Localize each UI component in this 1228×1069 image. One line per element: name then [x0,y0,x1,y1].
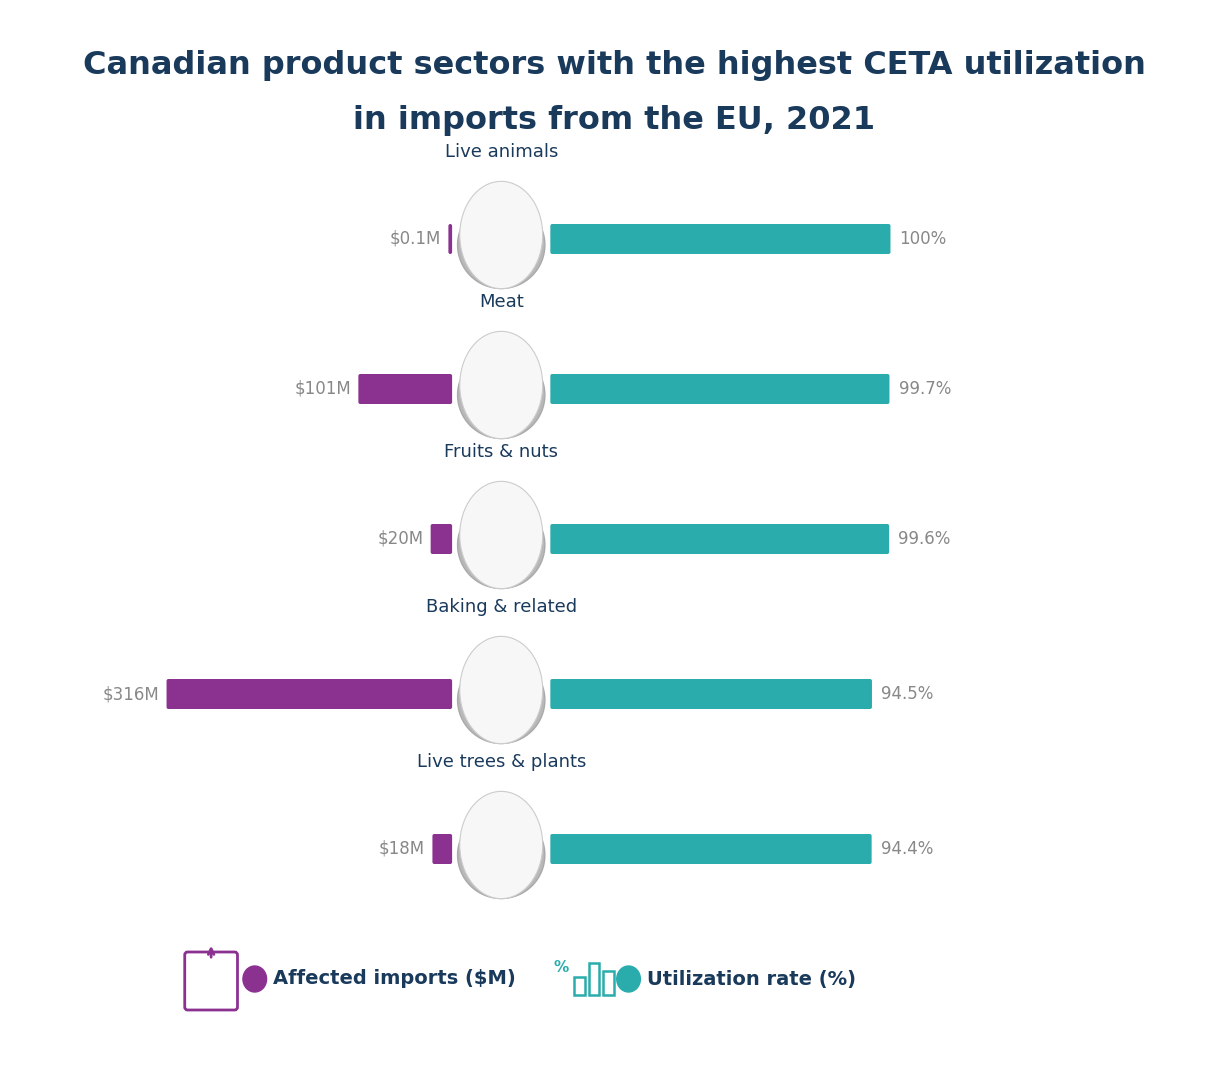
FancyBboxPatch shape [550,834,872,864]
FancyBboxPatch shape [550,524,889,554]
Text: %: % [554,960,569,975]
Ellipse shape [459,182,543,289]
Text: $18M: $18M [379,840,425,858]
Ellipse shape [458,811,545,899]
Text: Fruits & nuts: Fruits & nuts [445,443,559,461]
Text: 94.5%: 94.5% [880,685,933,703]
FancyBboxPatch shape [550,374,889,404]
Ellipse shape [458,501,545,589]
Text: $20M: $20M [377,530,424,548]
Ellipse shape [459,331,543,438]
Text: 100%: 100% [900,230,947,248]
FancyBboxPatch shape [448,224,452,254]
Text: $316M: $316M [102,685,160,703]
Text: $0.1M: $0.1M [389,230,441,248]
Text: Live trees & plants: Live trees & plants [416,753,586,771]
FancyBboxPatch shape [431,524,452,554]
Text: 99.6%: 99.6% [898,530,950,548]
Ellipse shape [459,636,543,744]
Circle shape [243,966,266,992]
Text: in imports from the EU, 2021: in imports from the EU, 2021 [352,105,876,136]
Ellipse shape [458,201,545,289]
Text: Utilization rate (%): Utilization rate (%) [647,970,856,989]
Text: $101M: $101M [295,379,351,398]
Text: Affected imports ($M): Affected imports ($M) [273,970,516,989]
FancyBboxPatch shape [432,834,452,864]
Text: Meat: Meat [479,293,523,311]
FancyBboxPatch shape [550,679,872,709]
Text: Canadian product sectors with the highest CETA utilization: Canadian product sectors with the highes… [82,50,1146,81]
Ellipse shape [459,791,543,899]
FancyBboxPatch shape [167,679,452,709]
FancyBboxPatch shape [550,224,890,254]
FancyBboxPatch shape [359,374,452,404]
Text: Live animals: Live animals [445,143,558,161]
Text: 94.4%: 94.4% [880,840,933,858]
Ellipse shape [458,656,545,744]
Text: Baking & related: Baking & related [426,598,577,616]
Ellipse shape [459,481,543,589]
Text: 99.7%: 99.7% [899,379,950,398]
Ellipse shape [458,352,545,438]
Circle shape [616,966,640,992]
